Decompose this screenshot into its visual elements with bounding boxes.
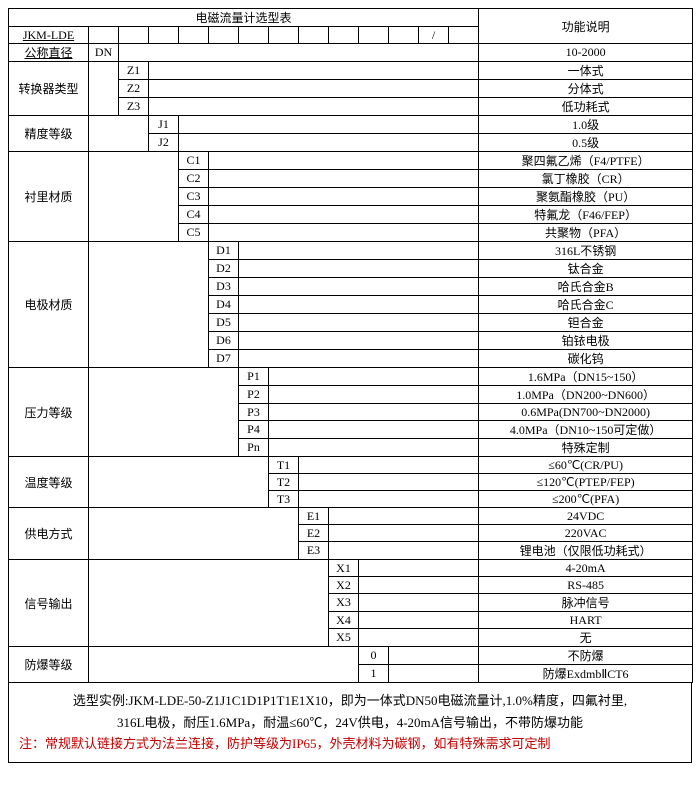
- code-j2: J2: [149, 134, 179, 152]
- slash-cell: /: [419, 27, 449, 44]
- footer-line1: 选型实例:JKM-LDE-50-Z1J1C1D1P1T1E1X10，即为一体式D…: [19, 691, 681, 711]
- label-power: 供电方式: [9, 508, 89, 560]
- code-z1: Z1: [119, 62, 149, 80]
- footer-block: 选型实例:JKM-LDE-50-Z1J1C1D1P1T1E1X10，即为一体式D…: [8, 683, 692, 763]
- row-nominal: 公称直径 DN 10-2000: [9, 44, 693, 62]
- label-signal: 信号输出: [9, 560, 89, 647]
- header-row-1: 电磁流量计选型表 功能说明: [9, 9, 693, 27]
- code-z2: Z2: [119, 80, 149, 98]
- code-j1: J1: [149, 116, 179, 134]
- label-temp: 温度等级: [9, 457, 89, 508]
- label-electrode: 电极材质: [9, 242, 89, 368]
- table-title: 电磁流量计选型表: [9, 9, 479, 27]
- model-code: JKM-LDE: [9, 27, 89, 44]
- label-converter: 转换器类型: [9, 62, 89, 116]
- desc-nominal: 10-2000: [479, 44, 693, 62]
- code-z3: Z3: [119, 98, 149, 116]
- label-pressure: 压力等级: [9, 368, 89, 457]
- code-dn: DN: [89, 44, 119, 62]
- code-c1: C1: [179, 152, 209, 170]
- selection-table: 电磁流量计选型表 功能说明 JKM-LDE / 公称直径 DN 10-2000 …: [8, 8, 693, 683]
- label-explosion: 防爆等级: [9, 647, 89, 683]
- label-nominal: 公称直径: [9, 44, 89, 62]
- label-lining: 衬里材质: [9, 152, 89, 242]
- footer-line2: 316L电极，耐压1.6MPa，耐温≤60℃，24V供电，4-20mA信号输出，…: [19, 713, 681, 733]
- label-accuracy: 精度等级: [9, 116, 89, 152]
- footer-note: 注：常规默认链接方式为法兰连接，防护等级为IP65，外壳材料为碳钢，如有特殊需求…: [19, 734, 681, 754]
- func-label: 功能说明: [479, 9, 693, 44]
